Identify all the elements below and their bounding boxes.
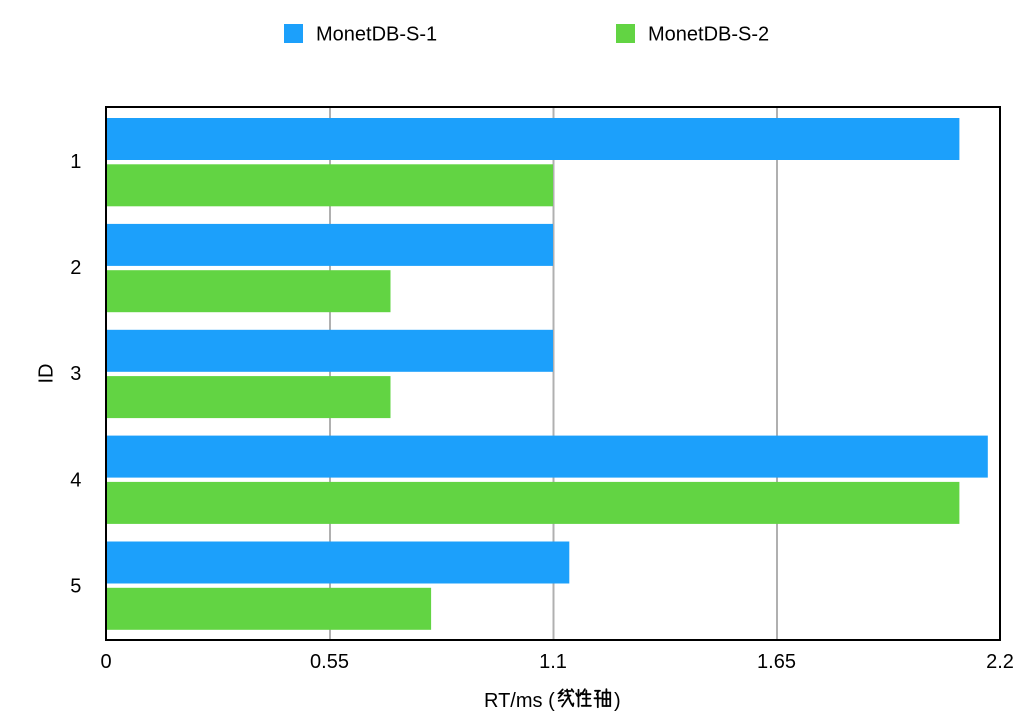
svg-text:MonetDB-S-2: MonetDB-S-2 <box>648 24 769 46</box>
svg-text:MonetDB-S-1: MonetDB-S-1 <box>316 24 437 46</box>
svg-text:): ) <box>614 690 621 712</box>
svg-text:1.1: 1.1 <box>539 651 567 673</box>
svg-text:2: 2 <box>70 257 81 279</box>
svg-text:RT/ms (: RT/ms ( <box>484 690 555 712</box>
svg-text:ID: ID <box>36 364 58 384</box>
svg-text:1: 1 <box>70 151 81 173</box>
svg-text:0.55: 0.55 <box>310 651 349 673</box>
svg-text:4: 4 <box>70 469 81 491</box>
svg-text:1.65: 1.65 <box>757 651 796 673</box>
svg-text:3: 3 <box>70 363 81 385</box>
svg-text:5: 5 <box>70 575 81 597</box>
svg-text:2.2: 2.2 <box>986 651 1014 673</box>
svg-text:0: 0 <box>100 651 111 673</box>
